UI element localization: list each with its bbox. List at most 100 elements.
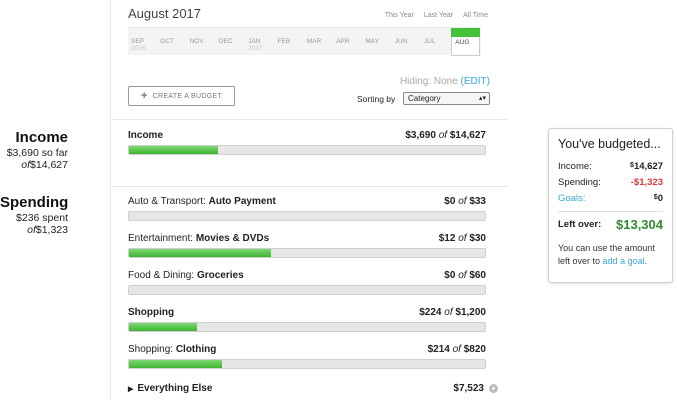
timeline-month-label: NOV — [189, 38, 204, 45]
budget-summary-box: You've budgeted... Income: $14,627 Spend… — [548, 128, 673, 283]
progress-track — [128, 359, 486, 369]
timeline-month-label: MAR — [306, 38, 322, 45]
edit-hiding-link[interactable]: (EDIT) — [460, 76, 490, 87]
range-this-year[interactable]: This Year — [384, 12, 414, 19]
row-label: Auto & Transport: Auto Payment — [128, 195, 276, 208]
timeline-month[interactable]: APR — [336, 38, 364, 45]
budget-goals-number: 0 — [657, 193, 663, 204]
row-category: Auto & Transport: — [128, 196, 206, 207]
timeline-month[interactable]: FEB — [278, 38, 306, 45]
timeline-month-label: APR — [336, 38, 350, 45]
row-amount: $12 of $30 — [439, 232, 486, 245]
timeline-month[interactable]: JUN — [395, 38, 423, 45]
row-amount: $214 of $820 — [428, 343, 486, 356]
everything-else-row[interactable]: ▶ Everything Else $7,523 + — [128, 383, 498, 394]
timeline-month[interactable]: OCT — [160, 38, 188, 45]
income-summary-title: Income — [15, 129, 68, 146]
budget-spending-value: -$1,323 — [630, 177, 663, 188]
budget-leftover-value: $13,304 — [616, 217, 663, 232]
row-spent: $224 — [419, 307, 442, 318]
everything-else-amount: $7,523 — [453, 383, 484, 394]
row-spent: $12 — [438, 233, 456, 244]
range-last-year[interactable]: Last Year — [423, 12, 454, 19]
timeline-month[interactable]: SEP 2016 — [131, 38, 159, 52]
progress-track — [128, 322, 486, 332]
income-budget-row[interactable]: Income $3,690 of $14,627 — [128, 129, 486, 155]
income-row-label: Income — [128, 130, 164, 141]
budget-goals-label[interactable]: Goals: — [558, 193, 586, 204]
spending-summary-title: Spending — [0, 194, 69, 211]
row-subcategory: Clothing — [175, 344, 217, 355]
income-progress-fill — [129, 146, 218, 154]
divider — [111, 119, 508, 120]
budget-spending-label: Spending: — [558, 177, 601, 188]
income-progress-track — [128, 145, 486, 155]
of-word: of — [452, 344, 461, 355]
add-circle-icon[interactable]: + — [489, 384, 498, 393]
timeline-month[interactable]: JAN 2017 — [248, 38, 276, 52]
column-divider — [110, 0, 111, 400]
budget-goals-line: Goals: $0 — [558, 191, 663, 207]
expand-triangle-icon[interactable]: ▶ — [128, 386, 134, 393]
row-total: $30 — [469, 233, 486, 244]
add-goal-link[interactable]: add a goal — [602, 256, 645, 266]
budget-note-text: You can use the amount left over to — [558, 243, 655, 266]
timeline-month-label: JAN — [248, 38, 261, 45]
row-total: $820 — [463, 344, 486, 355]
row-total: $1,200 — [455, 307, 486, 318]
of-word: of — [458, 233, 467, 244]
progress-track — [128, 211, 486, 221]
income-summary: Income $3,690 so far of$14,627 — [0, 129, 110, 171]
spending-budget-row[interactable]: Shopping $224 of $1,200 — [128, 306, 486, 332]
spending-budget-row[interactable]: Entertainment: Movies & DVDs $12 of $30 — [128, 232, 486, 258]
timeline-month[interactable]: JUL — [424, 38, 452, 45]
income-row-spent: $3,690 — [405, 130, 436, 141]
divider — [111, 186, 508, 187]
budget-box-divider — [558, 211, 663, 212]
row-amount: $0 of $60 — [444, 269, 486, 282]
spending-budget-row[interactable]: Food & Dining: Groceries $0 of $60 — [128, 269, 486, 295]
of-word: of — [458, 270, 467, 281]
budget-box-title: You've budgeted... — [558, 137, 661, 151]
income-summary-total-value: $14,627 — [30, 159, 68, 171]
sort-label: Sorting by — [357, 94, 396, 104]
create-budget-button[interactable]: + CREATE A BUDGET — [128, 86, 235, 106]
timeline-active-label: AUG — [455, 39, 470, 46]
sort-value: Category — [408, 94, 441, 103]
page-title: August 2017 — [128, 6, 202, 21]
spending-budget-row[interactable]: Shopping: Clothing $214 of $820 — [128, 343, 486, 369]
progress-fill — [129, 360, 222, 368]
row-category: Shopping: — [128, 344, 174, 355]
of-word: of — [21, 159, 31, 171]
month-timeline: SEP 2016 OCT NOV DEC JAN 2017 FEB MAR APR MAY JUN JU… — [128, 27, 481, 56]
budget-income-value: $14,627 — [630, 161, 663, 172]
income-summary-total: of$14,627 — [0, 159, 68, 171]
timeline-month-label: JUL — [424, 38, 436, 45]
row-subcategory: Groceries — [196, 270, 244, 281]
timeline-month[interactable]: MAY — [365, 38, 393, 45]
spending-budget-row[interactable]: Auto & Transport: Auto Payment $0 of $33 — [128, 195, 486, 221]
budget-main: August 2017 This Year Last Year All Time… — [111, 0, 508, 400]
timeline-month-label: DEC — [218, 38, 233, 45]
row-amount: $224 of $1,200 — [419, 306, 486, 319]
sort-select[interactable]: Category ▴▾ — [403, 92, 490, 105]
row-total: $33 — [469, 196, 486, 207]
budget-income-label: Income: — [558, 161, 592, 172]
budget-spending-line: Spending: -$1,323 — [558, 175, 663, 191]
income-summary-so-far: $3,690 so far — [6, 147, 68, 159]
row-label: Food & Dining: Groceries — [128, 269, 244, 282]
row-category: Entertainment: — [128, 233, 194, 244]
timeline-month-label: SEP — [131, 38, 145, 45]
budget-income-number: 14,627 — [633, 161, 663, 172]
income-row-total: $14,627 — [449, 130, 486, 141]
timeline-month[interactable]: DEC — [219, 38, 247, 45]
timeline-month[interactable]: NOV — [190, 38, 218, 45]
hiding-status: Hiding: None (EDIT) — [400, 76, 490, 87]
timeline-month-active[interactable]: AUG — [451, 28, 481, 56]
timeline-active-bar — [451, 28, 481, 37]
row-subcategory: Auto Payment — [208, 196, 276, 207]
timeline-month[interactable]: MAR — [307, 38, 335, 45]
timeline-month-label: JUN — [394, 38, 408, 45]
progress-fill — [129, 323, 197, 331]
range-all-time[interactable]: All Time — [463, 12, 488, 19]
